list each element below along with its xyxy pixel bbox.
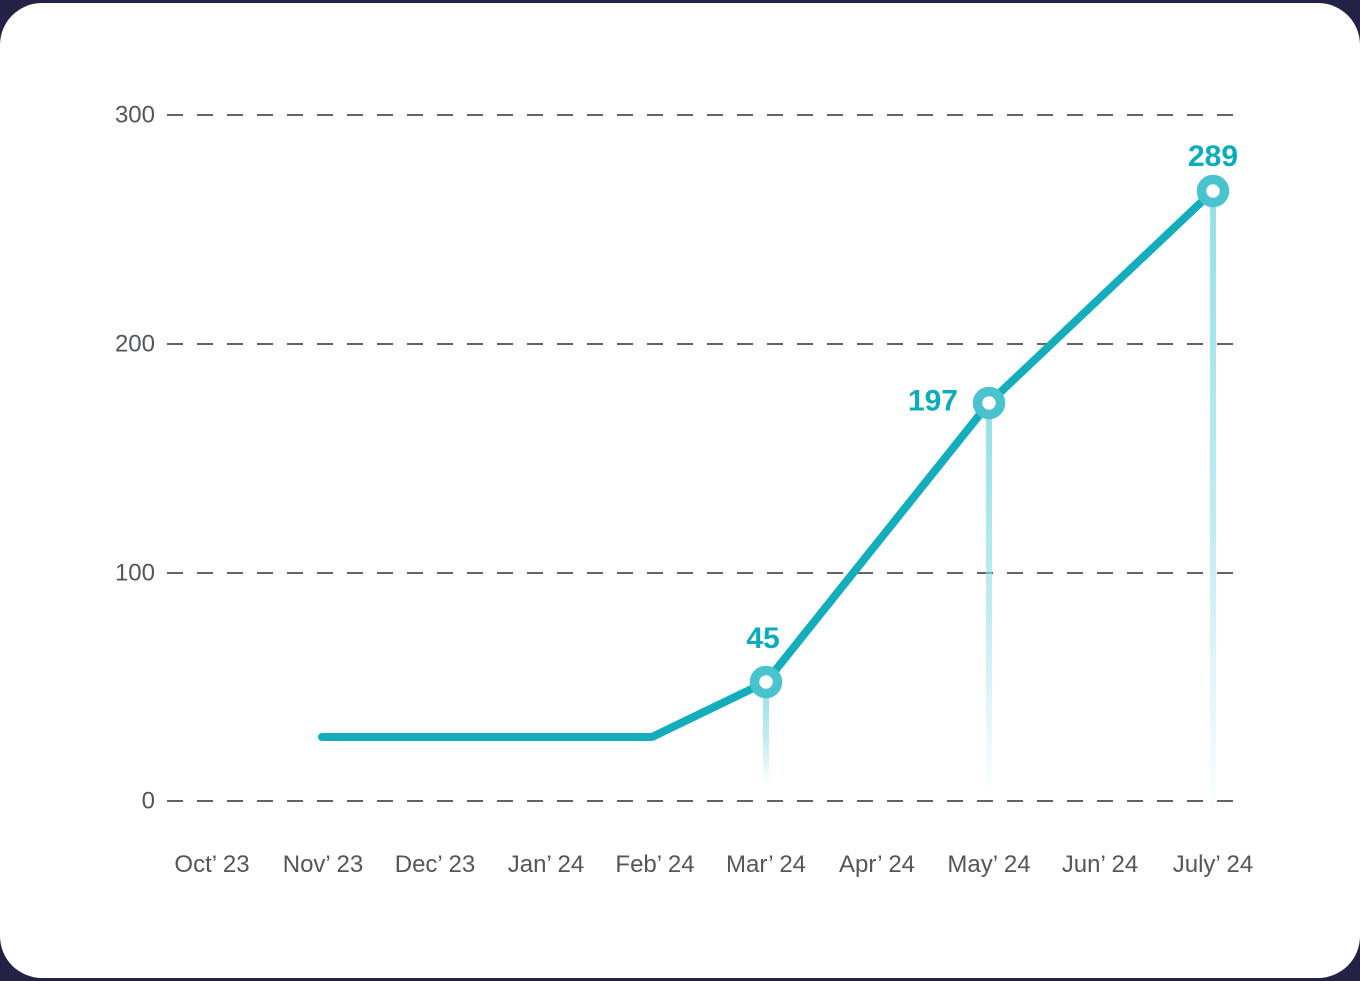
x-axis-label-2: Nov’ 23	[283, 851, 363, 878]
y-axis-tick-label: 100	[115, 560, 155, 587]
data-point-value-label: 197	[908, 385, 958, 418]
y-axis-tick-label: 0	[142, 788, 155, 815]
y-axis-tick-label: 200	[115, 331, 155, 358]
y-axis-tick-label: 300	[115, 102, 155, 129]
data-point-value-label: 45	[746, 622, 779, 655]
series-line	[318, 187, 1217, 741]
x-axis-label-8: May’ 24	[947, 851, 1030, 878]
x-axis-label-6: Mar’ 24	[726, 851, 806, 878]
x-axis-label-7: Apr’ 24	[839, 851, 915, 878]
data-point-marker[interactable]	[1196, 174, 1230, 208]
chart-card	[0, 3, 1360, 978]
x-axis-label-1: Oct’ 23	[174, 851, 249, 878]
x-axis-label-5: Feb’ 24	[615, 851, 694, 878]
x-axis-label-3: Dec’ 23	[395, 851, 475, 878]
x-axis-label-9: Jun’ 24	[1062, 851, 1139, 878]
x-axis-label-10: July’ 24	[1173, 851, 1253, 878]
data-point-marker[interactable]	[749, 665, 783, 699]
data-point-marker[interactable]	[972, 386, 1006, 420]
data-point-value-label: 289	[1188, 140, 1238, 173]
x-axis-label-4: Jan’ 24	[508, 851, 585, 878]
